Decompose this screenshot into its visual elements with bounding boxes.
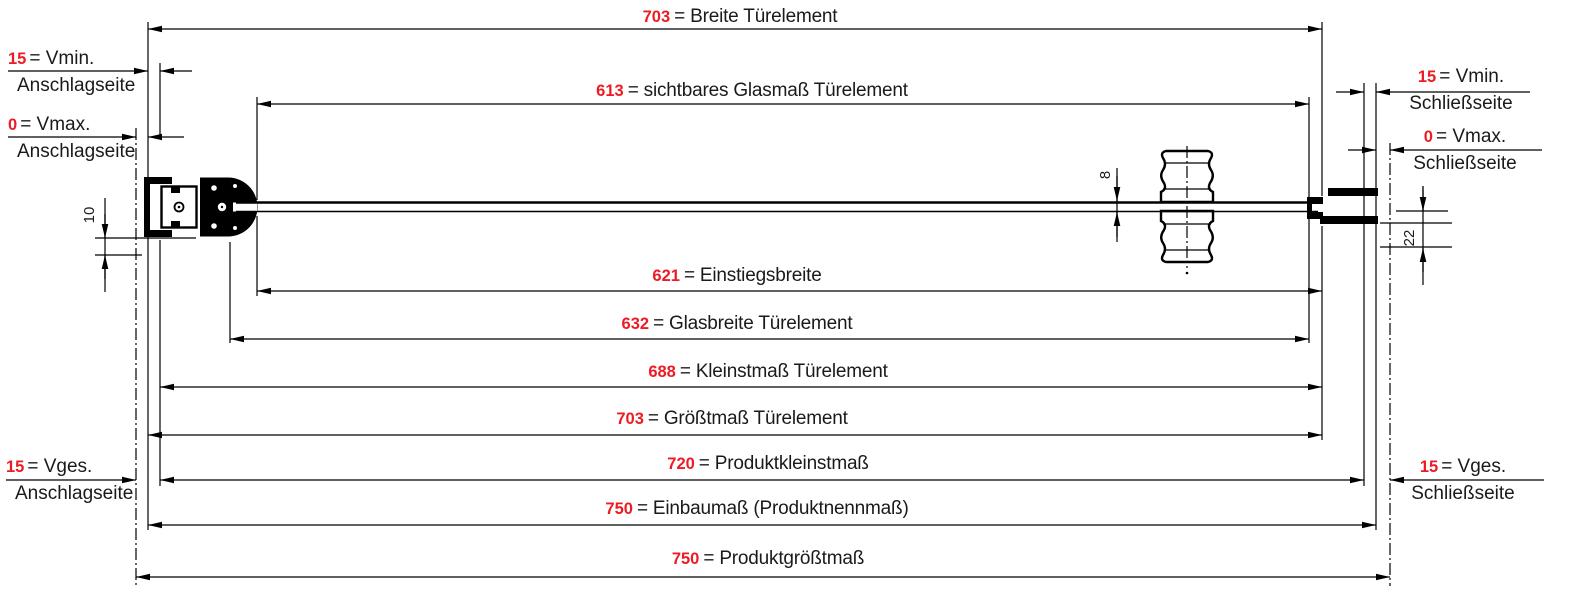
side-value: 0 [1423, 128, 1433, 146]
label-vmin-schliessseite: 15 = Vmin. Schließseite [1386, 66, 1536, 114]
label-vges-schliessseite: 15 = Vges. Schließseite [1388, 456, 1538, 504]
side-value: 15 [1419, 458, 1439, 476]
side-text: = Vmin. [1439, 66, 1505, 87]
dim-sichtbares-glasmass: 613 = sichtbares Glasmaß Türelement [596, 81, 908, 101]
side-sub: Anschlagseite [15, 483, 134, 504]
side-value: 0 [8, 116, 18, 134]
side-text: = Vmin. [29, 48, 95, 69]
dim-einbaumass: 750 = Einbaumaß (Produktnennmaß) [605, 499, 908, 519]
dim-value: 613 [596, 82, 624, 100]
side-value: 15 [8, 50, 27, 68]
dim-breite-tuerelement: 703 = Breite Türelement [643, 7, 838, 27]
side-sub: Schließseite [1409, 93, 1513, 114]
dim-value: 703 [642, 8, 671, 26]
side-value: 15 [1417, 68, 1437, 86]
dim-text: = Kleinstmaß Türelement [679, 361, 888, 382]
closing-profile-section [1307, 188, 1378, 224]
dim-value: 720 [667, 455, 695, 473]
dim-closing-profile-22: 22 [1400, 229, 1418, 247]
dim-text: = Größtmaß Türelement [647, 408, 848, 429]
dim-glass-thickness-8: 8 [1096, 170, 1114, 180]
dim-value: 621 [652, 267, 680, 285]
dim-value: 632 [621, 315, 650, 333]
dim-value: 750 [605, 500, 633, 518]
side-value: 15 [6, 458, 25, 476]
label-vges-anschlagseite: 15 = Vges. Anschlagseite [6, 456, 133, 504]
label-vmax-anschlagseite: 0 = Vmax. Anschlagseite [8, 114, 135, 162]
side-sub: Schließseite [1413, 153, 1517, 174]
side-text: = Vges. [27, 456, 93, 477]
dim-text: = sichtbares Glasmaß Türelement [627, 80, 908, 101]
dim-produktgroesstmass: 750 = Produktgrößtmaß [671, 548, 865, 569]
side-text: = Vmax. [20, 114, 91, 135]
side-sub: Anschlagseite [17, 75, 136, 96]
glass-panel [236, 201, 1318, 213]
dim-text: = Produktkleinstmaß [698, 453, 869, 474]
detail-dimension-10 [95, 198, 196, 292]
door-knob-details [1163, 146, 1211, 275]
dim-text: = Einstiegsbreite [683, 265, 822, 286]
dim-text: = Einbaumaß (Produktnennmaß) [636, 498, 909, 519]
dim-glasbreite-tuerelement: 632 = Glasbreite Türelement [622, 314, 853, 334]
side-text: = Vges. [1441, 456, 1507, 477]
detail-dimension-22 [1380, 186, 1452, 285]
dim-einstiegsbreite: 621 = Einstiegsbreite [652, 266, 821, 286]
dim-groesstmass-tuerelement: 703 = Größtmaß Türelement [616, 409, 847, 429]
wall-profile-section [144, 177, 258, 237]
label-vmax-schliessseite: 0 = Vmax. Schließseite [1390, 126, 1540, 174]
dim-text: = Produktgrößtmaß [703, 548, 865, 569]
side-text: = Vmax. [1435, 126, 1507, 147]
side-sub: Schließseite [1411, 483, 1515, 504]
dim-produktkleinstmass: 720 = Produktkleinstmaß [667, 453, 869, 474]
dim-kleinstmass-tuerelement: 688 = Kleinstmaß Türelement [648, 361, 888, 382]
dim-value: 750 [671, 550, 700, 568]
dimension-lines [136, 25, 1390, 581]
dim-value: 688 [648, 363, 676, 381]
dim-wall-adjustment-10: 10 [80, 206, 98, 224]
leader-lines [6, 67, 1544, 484]
extension-lines [135, 22, 1391, 586]
dim-value: 703 [616, 410, 644, 428]
side-sub: Anschlagseite [17, 141, 136, 162]
dim-text: = Glasbreite Türelement [653, 313, 853, 334]
label-vmin-anschlagseite: 15 = Vmin. Anschlagseite [8, 48, 135, 96]
dim-text: = Breite Türelement [674, 6, 838, 27]
